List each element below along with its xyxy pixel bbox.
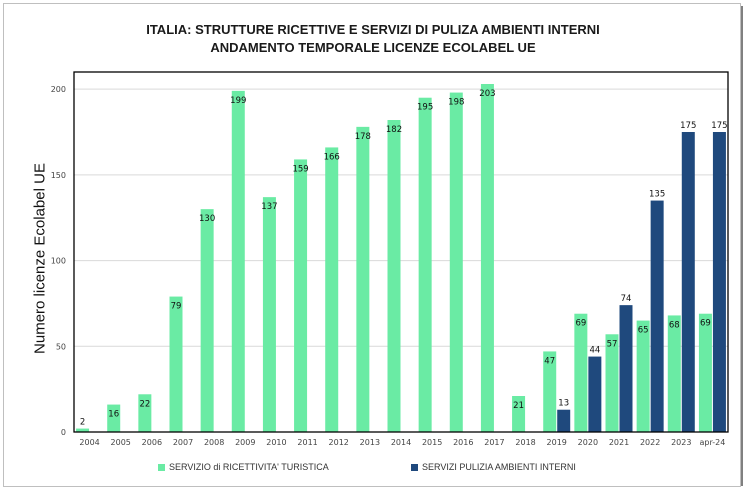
bar-pulizia (557, 409, 571, 432)
data-label: 21 (513, 401, 524, 411)
data-label: 74 (621, 294, 632, 304)
data-label: 137 (261, 202, 277, 212)
data-label: 44 (589, 346, 600, 356)
bar-ricettivita (138, 394, 152, 432)
bar-pulizia (619, 305, 633, 432)
bar-ricettivita (107, 404, 121, 432)
legend-swatch-green (158, 463, 165, 471)
legend-item-ricettivita: SERVIZIO di RICETTIVITA' TURISTICA (158, 462, 329, 472)
x-tick-label: 2015 (422, 438, 442, 447)
legend-label: SERVIZI PULIZIA AMBIENTI INTERNI (422, 462, 576, 472)
chart-frame (3, 3, 741, 487)
x-tick-label: 2021 (609, 438, 629, 447)
data-label: 2 (80, 418, 85, 428)
bar-ricettivita (636, 320, 650, 432)
y-tick-label: 150 (51, 171, 66, 180)
bar-ricettivita (294, 159, 308, 432)
data-label: 47 (544, 356, 555, 366)
y-tick-label: 0 (61, 428, 66, 437)
data-label: 65 (638, 326, 649, 336)
data-label: 68 (669, 320, 680, 330)
data-label: 22 (139, 399, 150, 409)
data-label: 178 (355, 132, 371, 142)
x-tick-label: 2007 (173, 438, 193, 447)
bar-ricettivita (667, 315, 681, 432)
bar-ricettivita (574, 313, 588, 432)
x-tick-label: apr-24 (700, 438, 726, 447)
x-tick-label: 2017 (484, 438, 504, 447)
bar-ricettivita (356, 126, 370, 432)
data-label: 175 (680, 121, 696, 131)
x-tick-label: 2011 (297, 438, 317, 447)
x-tick-label: 2005 (111, 438, 131, 447)
y-tick-label: 200 (51, 85, 66, 94)
bar-ricettivita (418, 97, 432, 432)
chart-title-line-2: ANDAMENTO TEMPORALE LICENZE ECOLABEL UE (210, 40, 536, 55)
bar-pulizia (681, 132, 695, 432)
legend-swatch-blue (411, 463, 418, 471)
x-tick-label: 2014 (391, 438, 411, 447)
x-tick-label: 2016 (453, 438, 473, 447)
bar-pulizia (588, 356, 602, 432)
bar-ricettivita (480, 84, 494, 432)
x-tick-label: 2022 (640, 438, 660, 447)
x-tick-label: 2018 (515, 438, 535, 447)
bar-ricettivita (325, 147, 339, 432)
bar-ricettivita (200, 209, 214, 432)
data-label: 159 (292, 164, 308, 174)
bar-pulizia (650, 200, 664, 432)
data-label: 198 (448, 98, 464, 108)
bar-ricettivita (76, 428, 90, 432)
chart-title-line-1: ITALIA: STRUTTURE RICETTIVE E SERVIZI DI… (146, 22, 600, 37)
data-label: 182 (386, 125, 402, 135)
data-label: 130 (199, 214, 215, 224)
plot-area-border (73, 71, 729, 433)
bar-ricettivita (387, 120, 401, 432)
x-tick-label: 2019 (547, 438, 567, 447)
data-label: 57 (607, 339, 618, 349)
bar-ricettivita (605, 334, 619, 432)
data-label: 13 (558, 399, 569, 409)
bar-ricettivita (512, 396, 526, 432)
data-label: 79 (171, 302, 182, 312)
x-tick-label: 2009 (235, 438, 255, 447)
bar-ricettivita (262, 197, 276, 432)
data-label: 69 (700, 319, 711, 329)
data-label: 69 (575, 319, 586, 329)
bar-ricettivita (698, 313, 712, 432)
y-tick-label: 100 (51, 257, 66, 266)
data-label: 195 (417, 103, 433, 113)
data-label: 166 (324, 152, 340, 162)
bar-pulizia (712, 132, 726, 432)
legend-item-pulizia: SERVIZI PULIZIA AMBIENTI INTERNI (411, 462, 576, 472)
x-tick-label: 2013 (360, 438, 380, 447)
x-tick-label: 2010 (266, 438, 286, 447)
x-tick-label: 2008 (204, 438, 224, 447)
data-label: 175 (711, 121, 727, 131)
y-tick-label: 50 (56, 342, 66, 351)
bar-ricettivita (231, 90, 245, 432)
bar-ricettivita (449, 92, 463, 433)
data-label: 135 (649, 190, 665, 200)
x-tick-label: 2006 (142, 438, 162, 447)
data-label: 199 (230, 96, 246, 106)
x-tick-label: 2020 (578, 438, 598, 447)
data-label: 203 (479, 89, 495, 99)
x-tick-label: 2004 (79, 438, 99, 447)
bar-ricettivita (543, 351, 557, 432)
x-tick-label: 2023 (671, 438, 691, 447)
bar-ricettivita (169, 296, 183, 432)
data-label: 16 (108, 410, 119, 420)
x-tick-label: 2012 (329, 438, 349, 447)
legend-label: SERVIZIO di RICETTIVITA' TURISTICA (169, 462, 329, 472)
